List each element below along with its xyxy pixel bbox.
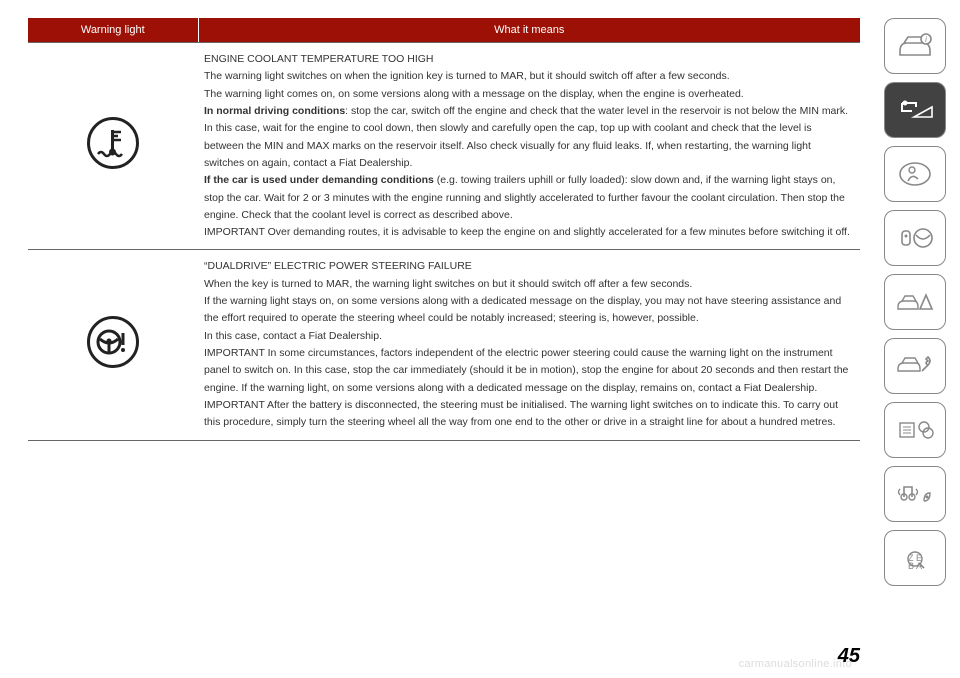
row-text: In this case, contact a Fiat Dealership. <box>204 330 382 342</box>
warning-icon-cell <box>28 250 198 440</box>
row-text: The warning light switches on when the i… <box>204 70 730 82</box>
coolant-temp-icon <box>87 117 139 169</box>
row-title: ENGINE COOLANT TEMPERATURE TOO HIGH <box>204 51 854 68</box>
power-steering-icon <box>87 316 139 368</box>
warning-description: “DUALDRIVE” ELECTRIC POWER STEERING FAIL… <box>198 250 860 440</box>
page-number: 45 <box>838 645 860 668</box>
warning-icon-cell <box>28 43 198 250</box>
table-header: Warning light What it means <box>28 18 860 43</box>
svg-text:i: i <box>925 35 927 44</box>
sidebar-tab-safety[interactable] <box>884 146 946 202</box>
warning-table: Warning light What it means ENGINE CO <box>28 18 860 441</box>
sidebar-tab-maintenance[interactable] <box>884 338 946 394</box>
page-content: Warning light What it means ENGINE CO <box>0 0 960 441</box>
row-bold: In normal driving conditions <box>204 105 345 117</box>
watermark-text: carmanualsonline.info <box>739 658 852 670</box>
row-bold: If the car is used under demanding condi… <box>204 174 434 186</box>
row-text: IMPORTANT Over demanding routes, it is a… <box>204 226 850 238</box>
table-row: ENGINE COOLANT TEMPERATURE TOO HIGH The … <box>28 43 860 250</box>
row-text: The warning light comes on, on some vers… <box>204 88 744 100</box>
section-sidebar: i Z EB A <box>884 18 946 594</box>
warning-description: ENGINE COOLANT TEMPERATURE TOO HIGH The … <box>198 43 860 250</box>
sidebar-tab-vehicle[interactable]: i <box>884 18 946 74</box>
header-warning-light: Warning light <box>28 18 198 43</box>
sidebar-tab-emergency[interactable] <box>884 274 946 330</box>
row-text: IMPORTANT After the battery is disconnec… <box>204 399 838 428</box>
sidebar-tab-starting[interactable] <box>884 210 946 266</box>
table-row: “DUALDRIVE” ELECTRIC POWER STEERING FAIL… <box>28 250 860 440</box>
row-text: If the warning light stays on, on some v… <box>204 295 841 324</box>
row-text: When the key is turned to MAR, the warni… <box>204 278 692 290</box>
sidebar-tab-index[interactable]: Z EB A <box>884 530 946 586</box>
sidebar-tab-warning-lights[interactable] <box>884 82 946 138</box>
row-title: “DUALDRIVE” ELECTRIC POWER STEERING FAIL… <box>204 258 854 275</box>
row-text: IMPORTANT In some circumstances, factors… <box>204 347 848 394</box>
sidebar-tab-specs[interactable] <box>884 402 946 458</box>
sidebar-tab-multimedia[interactable] <box>884 466 946 522</box>
header-what-it-means: What it means <box>198 18 860 43</box>
